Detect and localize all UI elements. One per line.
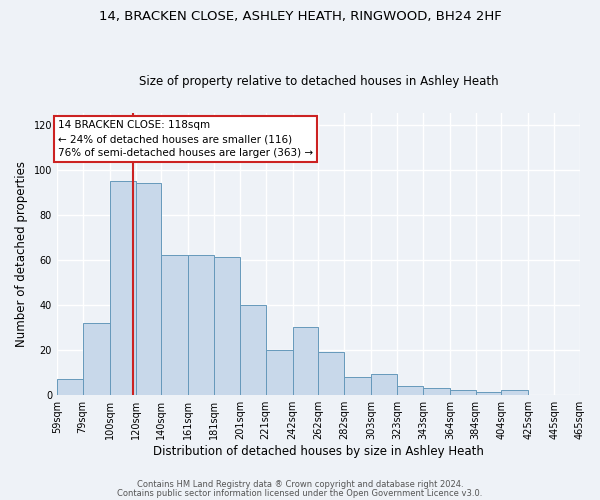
Bar bbox=[110, 181, 136, 394]
Bar bbox=[266, 350, 293, 395]
Bar bbox=[188, 255, 214, 394]
Text: 14, BRACKEN CLOSE, ASHLEY HEATH, RINGWOOD, BH24 2HF: 14, BRACKEN CLOSE, ASHLEY HEATH, RINGWOO… bbox=[98, 10, 502, 23]
Bar bbox=[397, 386, 423, 394]
Bar bbox=[476, 392, 502, 394]
Bar bbox=[371, 374, 397, 394]
Bar bbox=[450, 390, 476, 394]
Title: Size of property relative to detached houses in Ashley Heath: Size of property relative to detached ho… bbox=[139, 76, 498, 88]
Bar bbox=[423, 388, 450, 394]
Bar bbox=[319, 352, 344, 395]
Y-axis label: Number of detached properties: Number of detached properties bbox=[15, 161, 28, 347]
Bar bbox=[214, 258, 240, 394]
Bar bbox=[502, 390, 529, 394]
Bar bbox=[293, 327, 319, 394]
X-axis label: Distribution of detached houses by size in Ashley Heath: Distribution of detached houses by size … bbox=[153, 444, 484, 458]
Text: 14 BRACKEN CLOSE: 118sqm
← 24% of detached houses are smaller (116)
76% of semi-: 14 BRACKEN CLOSE: 118sqm ← 24% of detach… bbox=[58, 120, 313, 158]
Bar bbox=[161, 255, 188, 394]
Bar bbox=[344, 376, 371, 394]
Bar bbox=[57, 379, 83, 394]
Text: Contains public sector information licensed under the Open Government Licence v3: Contains public sector information licen… bbox=[118, 488, 482, 498]
Bar bbox=[136, 183, 161, 394]
Text: Contains HM Land Registry data ® Crown copyright and database right 2024.: Contains HM Land Registry data ® Crown c… bbox=[137, 480, 463, 489]
Bar bbox=[240, 304, 266, 394]
Bar bbox=[83, 322, 110, 394]
